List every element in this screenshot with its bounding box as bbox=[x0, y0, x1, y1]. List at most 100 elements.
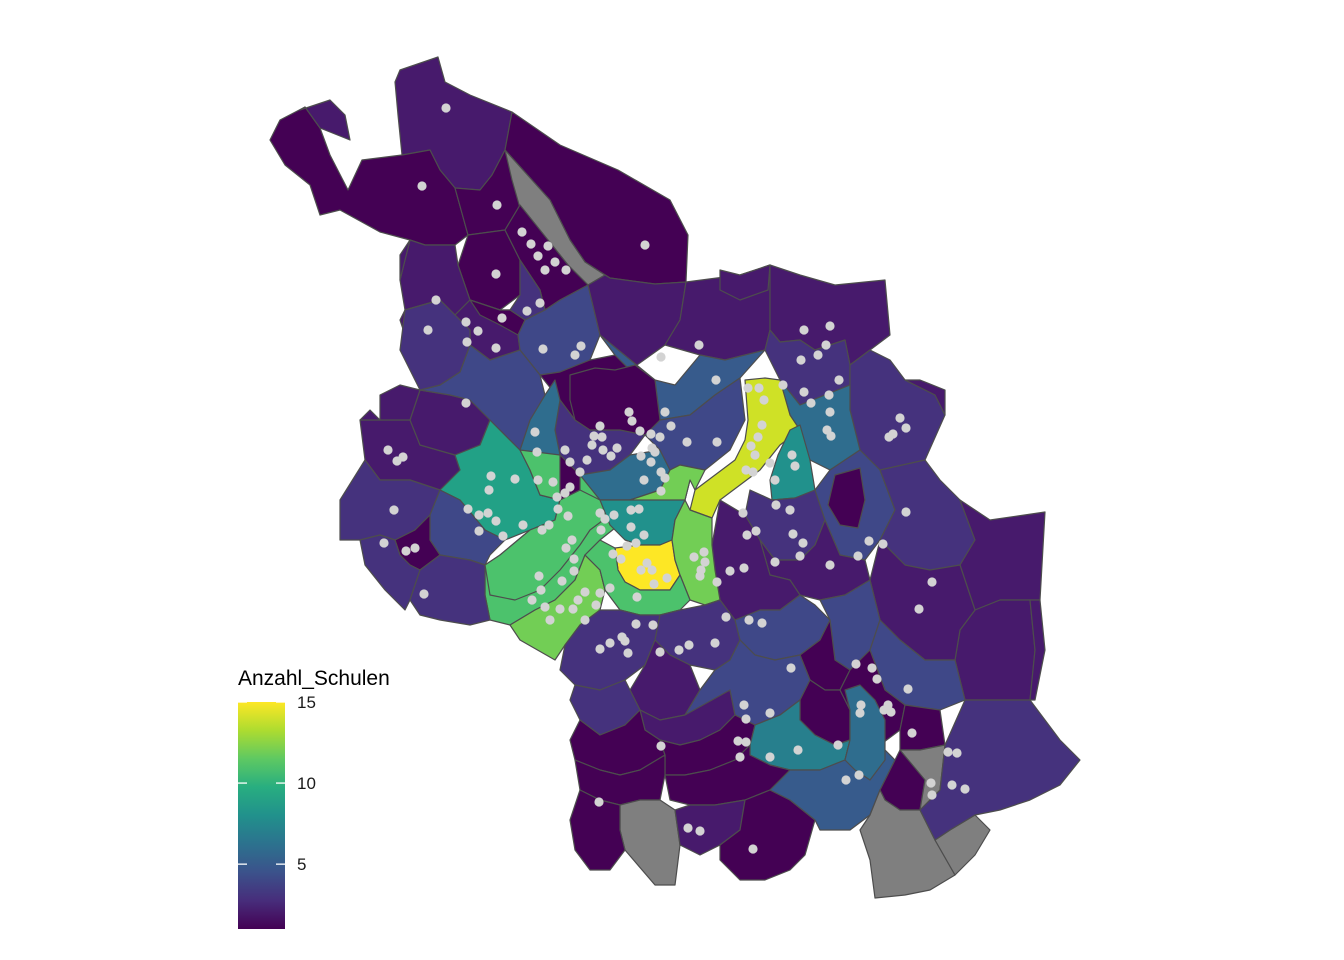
legend: Anzahl_Schulen 5 10 15 bbox=[238, 667, 390, 929]
school-point bbox=[770, 557, 780, 567]
school-point bbox=[624, 407, 634, 417]
school-point bbox=[864, 536, 874, 546]
school-point bbox=[580, 615, 590, 625]
school-point bbox=[636, 451, 646, 461]
school-point bbox=[751, 526, 761, 536]
school-point bbox=[532, 447, 542, 457]
school-point bbox=[639, 475, 649, 485]
school-point bbox=[787, 450, 797, 460]
school-point bbox=[631, 619, 641, 629]
school-point bbox=[660, 473, 670, 483]
school-point bbox=[616, 554, 626, 564]
school-point bbox=[901, 423, 911, 433]
school-point bbox=[712, 437, 722, 447]
school-point bbox=[699, 547, 709, 557]
school-point bbox=[383, 445, 393, 455]
school-point bbox=[853, 551, 863, 561]
legend-ticks: 5 10 15 bbox=[238, 693, 316, 874]
school-point bbox=[960, 784, 970, 794]
school-point bbox=[410, 543, 420, 553]
school-point bbox=[648, 620, 658, 630]
school-point bbox=[492, 200, 502, 210]
school-point bbox=[605, 583, 615, 593]
school-point bbox=[635, 426, 645, 436]
school-point bbox=[431, 295, 441, 305]
school-point bbox=[636, 565, 646, 575]
school-point bbox=[569, 554, 579, 564]
school-point bbox=[825, 407, 835, 417]
legend-tick-label: 5 bbox=[297, 855, 306, 874]
school-point bbox=[926, 778, 936, 788]
school-point bbox=[417, 181, 427, 191]
school-point bbox=[623, 648, 633, 658]
school-point bbox=[765, 458, 775, 468]
school-point bbox=[589, 431, 599, 441]
school-point bbox=[389, 505, 399, 515]
district-east-5 bbox=[644, 377, 746, 471]
school-point bbox=[568, 604, 578, 614]
district-south-14 bbox=[569, 789, 626, 871]
district-east-11 bbox=[827, 467, 866, 529]
school-point bbox=[660, 407, 670, 417]
school-point bbox=[560, 445, 570, 455]
school-point bbox=[750, 450, 760, 460]
school-point bbox=[879, 705, 889, 715]
school-point bbox=[533, 251, 543, 261]
school-point bbox=[712, 577, 722, 587]
district-south-22 bbox=[919, 699, 1081, 841]
school-point bbox=[855, 708, 865, 718]
school-point bbox=[785, 505, 795, 515]
school-point bbox=[474, 526, 484, 536]
school-point bbox=[903, 684, 913, 694]
school-point bbox=[552, 492, 562, 502]
school-point bbox=[491, 269, 501, 279]
school-point bbox=[682, 437, 692, 447]
school-point bbox=[576, 341, 586, 351]
district-center-11 bbox=[629, 464, 706, 501]
school-point bbox=[567, 535, 577, 545]
school-point bbox=[561, 543, 571, 553]
school-point bbox=[580, 587, 590, 597]
school-point bbox=[854, 770, 864, 780]
school-point bbox=[535, 298, 545, 308]
school-point bbox=[534, 571, 544, 581]
school-point bbox=[927, 790, 937, 800]
school-point bbox=[620, 636, 630, 646]
legend-tick-label: 15 bbox=[297, 693, 316, 712]
school-point bbox=[695, 826, 705, 836]
school-point bbox=[462, 337, 472, 347]
school-point bbox=[694, 340, 704, 350]
school-point bbox=[927, 577, 937, 587]
district-southeast-4 bbox=[904, 379, 946, 416]
school-point bbox=[721, 612, 731, 622]
school-point bbox=[557, 576, 567, 586]
school-point bbox=[622, 541, 632, 551]
school-point bbox=[522, 306, 532, 316]
school-point bbox=[943, 747, 953, 757]
school-point bbox=[483, 508, 493, 518]
school-point bbox=[595, 644, 605, 654]
school-point bbox=[725, 566, 735, 576]
district-west-5 bbox=[409, 554, 491, 626]
school-point bbox=[540, 602, 550, 612]
school-point bbox=[695, 571, 705, 581]
school-point bbox=[530, 427, 540, 437]
school-point bbox=[575, 467, 585, 477]
school-point bbox=[656, 352, 666, 362]
district-southeast-3 bbox=[719, 264, 771, 301]
district-south-17 bbox=[844, 684, 886, 781]
school-point bbox=[738, 508, 748, 518]
school-point bbox=[741, 737, 751, 747]
school-point bbox=[683, 823, 693, 833]
school-point bbox=[537, 525, 547, 535]
school-point bbox=[627, 416, 637, 426]
school-point bbox=[754, 383, 764, 393]
school-point bbox=[605, 638, 615, 648]
districts-layer bbox=[269, 56, 1081, 899]
school-point bbox=[735, 752, 745, 762]
school-point bbox=[646, 429, 656, 439]
school-point bbox=[401, 546, 411, 556]
school-point bbox=[474, 510, 484, 520]
school-point bbox=[878, 539, 888, 549]
school-point bbox=[700, 557, 710, 567]
